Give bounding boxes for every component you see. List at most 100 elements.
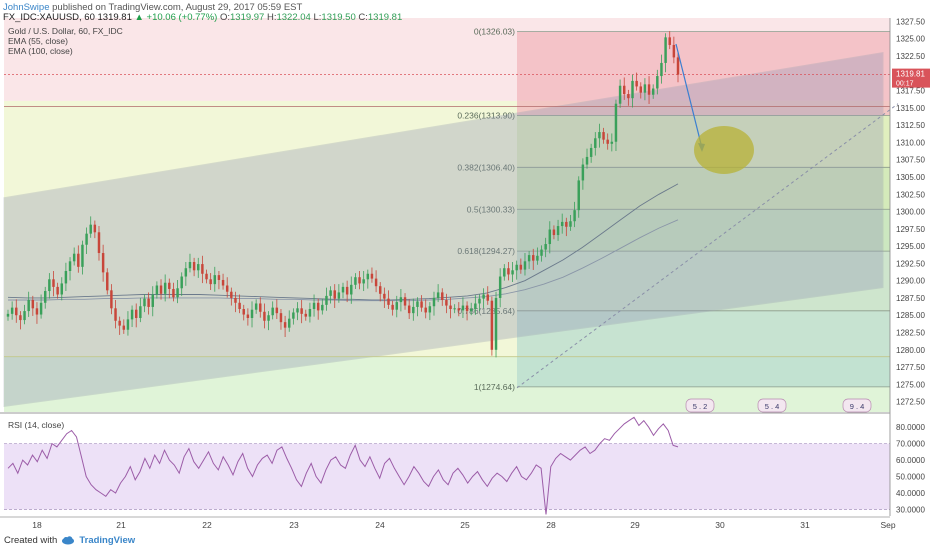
rsi-legend[interactable]: RSI (14, close)	[8, 420, 65, 430]
price-tick: 1290.00	[896, 277, 925, 286]
candle-body	[631, 80, 634, 99]
fib-label: 0.382(1306.40)	[457, 162, 515, 172]
fib-zone	[517, 209, 890, 252]
candle-body	[544, 244, 547, 250]
candle-body	[52, 279, 55, 287]
candle-body	[378, 286, 382, 294]
candle-body	[197, 264, 200, 271]
event-label: 5 . 4	[765, 402, 780, 411]
price-tick: 1302.50	[896, 190, 925, 199]
candle-body	[366, 273, 370, 280]
candle-body	[354, 277, 357, 285]
candle-body	[48, 279, 51, 292]
publish-info: published on TradingView.com, August 29,…	[52, 2, 303, 13]
candle-body	[589, 147, 593, 157]
candle-body	[192, 262, 196, 271]
candle-body	[420, 301, 423, 308]
rsi-tick: 80.0000	[896, 423, 925, 432]
candle-body	[15, 307, 18, 316]
rsi-pane	[4, 416, 890, 515]
candle-body	[358, 277, 361, 284]
candle-body	[122, 325, 126, 330]
candle-body	[308, 309, 312, 317]
candle-body	[523, 261, 527, 270]
candle-body	[130, 309, 134, 320]
candle-body	[56, 286, 59, 295]
candle-body	[395, 302, 398, 310]
candle-body	[594, 138, 597, 148]
legend-ema100[interactable]: EMA (100, close)	[8, 46, 73, 56]
last-price: 1319.81	[97, 12, 132, 23]
axes: 1327.501325.001322.501320.001317.501315.…	[0, 17, 930, 530]
candle-body	[432, 297, 436, 307]
footer: Created with TradingView	[4, 535, 135, 546]
tradingview-logo[interactable]: TradingView	[79, 535, 136, 546]
candle-body	[176, 288, 179, 298]
candle-body	[519, 264, 523, 270]
candle-body	[201, 264, 204, 274]
time-tick: 24	[375, 520, 385, 530]
candle-body	[279, 313, 283, 323]
candle-body	[441, 292, 444, 301]
candle-body	[101, 253, 105, 273]
candle-body	[399, 297, 403, 303]
candle-body	[635, 80, 638, 87]
candle-body	[370, 273, 374, 279]
legend: Gold / U.S. Dollar, 60, FX_IDC EMA (55, …	[8, 26, 123, 56]
time-tick: 31	[800, 520, 810, 530]
price-tick: 1277.50	[896, 363, 925, 372]
candle-body	[428, 306, 432, 313]
candle-body	[606, 139, 609, 144]
candle-body	[188, 262, 192, 269]
time-tick: 21	[116, 520, 126, 530]
candle-body	[250, 309, 254, 318]
candle-body	[403, 297, 407, 306]
candle-body	[312, 302, 316, 310]
open-label: O:	[219, 12, 230, 23]
price-pane: 0(1326.03) 0.236(1313.90) 0.382(1306.40) 0.…	[3, 18, 899, 413]
candle-body	[490, 300, 494, 350]
candle-body	[436, 292, 440, 298]
candle-body	[77, 253, 80, 267]
candle-body	[511, 270, 514, 275]
time-tick: 25	[460, 520, 470, 530]
rsi-band	[4, 443, 890, 510]
candle-body	[205, 273, 208, 280]
legend-ema55[interactable]: EMA (55, close)	[8, 36, 68, 46]
candle-body	[126, 319, 130, 330]
event-marker	[757, 398, 787, 413]
close-value: 1319.81	[367, 12, 403, 23]
candle-body	[254, 303, 258, 310]
candle-body	[10, 307, 14, 314]
symbol-name: FX_IDC:XAUUSD, 60	[3, 12, 95, 23]
price-tick: 1272.50	[896, 398, 925, 407]
candle-body	[225, 285, 229, 292]
candle-body	[271, 307, 274, 316]
candle-body	[565, 221, 568, 227]
candle-body	[461, 305, 465, 311]
candle-body	[614, 103, 618, 142]
fib-label: 0.618(1294.27)	[457, 246, 515, 256]
author-link[interactable]: JohnSwipe	[3, 2, 50, 13]
price-tick: 1310.00	[896, 138, 925, 147]
candle-body	[230, 291, 233, 298]
candle-body	[577, 180, 580, 211]
legend-title: Gold / U.S. Dollar, 60, FX_IDC	[8, 26, 123, 36]
candle-body	[19, 315, 22, 321]
candle-body	[288, 318, 291, 328]
candle-body	[494, 297, 498, 350]
candle-body	[647, 84, 651, 95]
price-tick: 1325.00	[896, 35, 925, 44]
fib-label: 0.236(1313.90)	[457, 110, 515, 120]
candle-body	[536, 255, 539, 261]
candle-body	[569, 221, 572, 227]
price-tick: 1280.00	[896, 346, 925, 355]
candle-body	[114, 308, 117, 321]
candle-body	[329, 290, 332, 296]
candle-body	[651, 88, 655, 95]
price-tick: 1287.50	[896, 294, 925, 303]
projection-arrow	[675, 43, 703, 149]
candle-body	[540, 249, 543, 256]
candle-body	[159, 285, 163, 294]
price-tick: 1315.00	[896, 104, 925, 113]
